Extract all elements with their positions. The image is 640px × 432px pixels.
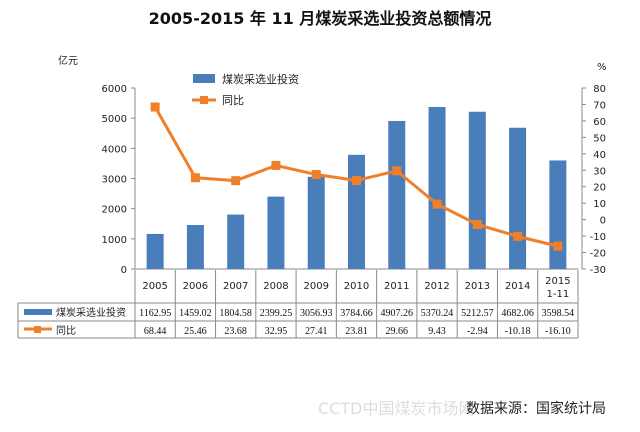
bar-2010 xyxy=(348,154,365,269)
yoy-point-2007 xyxy=(231,176,241,186)
x-tick-label: 2005 xyxy=(142,281,167,292)
x-tick-label: 2008 xyxy=(263,281,288,292)
yoy-point-2010 xyxy=(352,175,361,185)
table-row-header: 同比 xyxy=(56,325,76,337)
right-tick-label: 30 xyxy=(593,166,606,177)
table-cell-value: 9.43 xyxy=(428,326,446,337)
right-tick-label: 20 xyxy=(593,183,606,194)
x-tick-label: 1-11 xyxy=(547,289,570,300)
table-cell-value: 1804.58 xyxy=(219,308,252,319)
yoy-point-2012 xyxy=(432,199,442,209)
table-cell-value: 1162.95 xyxy=(139,308,171,319)
bar-2007 xyxy=(227,214,245,269)
bar-2005 xyxy=(146,233,164,269)
right-tick-label: 60 xyxy=(593,117,606,128)
table-cell-value: 5212.57 xyxy=(461,308,494,319)
x-tick-label: 2007 xyxy=(223,281,248,292)
table-cell-value: 5370.24 xyxy=(421,308,454,319)
yoy-point-2011 xyxy=(392,166,402,176)
table-cell-value: 23.81 xyxy=(345,326,368,337)
table-cell-value: -10.18 xyxy=(505,326,531,337)
left-axis-label: 亿元 xyxy=(58,54,78,67)
table-cell-value: -16.10 xyxy=(545,326,571,337)
legend-label: 同比 xyxy=(222,94,244,107)
left-tick-label: 3000 xyxy=(102,175,127,186)
yoy-point-2006 xyxy=(190,173,200,183)
right-tick-label: -30 xyxy=(590,265,606,276)
table-cell-value: 4907.26 xyxy=(381,308,414,319)
left-tick-label: 1000 xyxy=(102,235,127,246)
yoy-point-2009 xyxy=(311,170,321,180)
table-cell-value: 27.41 xyxy=(305,326,328,337)
right-tick-label: 70 xyxy=(593,100,606,111)
bar-2006 xyxy=(186,224,204,269)
legend-label: 煤炭采选业投资 xyxy=(222,72,299,86)
x-tick-label: 2012 xyxy=(424,281,449,292)
x-tick-label: 2014 xyxy=(505,281,530,292)
table-cell-value: -2.94 xyxy=(467,326,488,337)
left-tick-label: 0 xyxy=(121,265,127,276)
yoy-point-2005 xyxy=(150,102,160,112)
bar-2009 xyxy=(307,176,325,269)
left-tick-label: 2000 xyxy=(102,205,127,216)
table-cell-value: 32.95 xyxy=(265,326,288,337)
table-cell-value: 29.66 xyxy=(386,326,409,337)
table-legend-bar-key xyxy=(24,309,52,315)
right-tick-label: -20 xyxy=(590,249,606,260)
bar-2014 xyxy=(509,127,527,269)
legend-line-marker xyxy=(200,96,208,104)
bar-2013 xyxy=(468,111,486,269)
x-tick-label: 2010 xyxy=(344,281,369,292)
left-tick-label: 6000 xyxy=(102,84,127,95)
yoy-point-2014 xyxy=(513,231,523,241)
right-tick-label: 10 xyxy=(593,199,606,210)
data-source: 数据来源：国家统计局 xyxy=(466,401,606,417)
x-tick-label: 2013 xyxy=(465,281,490,292)
table-cell-value: 4682.06 xyxy=(501,308,534,319)
table-legend-marker xyxy=(34,326,41,333)
bar-2012 xyxy=(428,106,446,269)
right-tick-label: -10 xyxy=(590,232,606,243)
bar-2011 xyxy=(388,120,406,269)
right-tick-label: 0 xyxy=(600,216,606,227)
x-tick-label: 2006 xyxy=(183,281,208,292)
x-tick-label: 2011 xyxy=(384,281,409,292)
table-cell-value: 25.46 xyxy=(184,326,207,337)
bar-2008 xyxy=(267,196,285,269)
yoy-point-2015-1-11 xyxy=(553,241,563,251)
right-tick-label: 50 xyxy=(593,133,606,144)
watermark: CCTD中国煤炭市场网 xyxy=(318,399,475,418)
table-cell-value: 1459.02 xyxy=(179,308,212,319)
right-axis-label: % xyxy=(597,62,607,73)
x-tick-label: 2015 xyxy=(545,276,570,287)
table-cell-value: 3784.66 xyxy=(340,308,373,319)
chart-title: 2005-2015 年 11 月煤炭采选业投资总额情况 xyxy=(149,9,492,28)
left-tick-label: 5000 xyxy=(102,114,127,125)
yoy-point-2008 xyxy=(271,160,281,170)
table-cell-value: 3598.54 xyxy=(542,308,575,319)
bar-2015-1-11 xyxy=(549,160,567,269)
table-cell-value: 2399.25 xyxy=(260,308,293,319)
x-tick-label: 2009 xyxy=(304,281,329,292)
right-tick-label: 80 xyxy=(593,84,606,95)
legend-bar-key xyxy=(193,74,215,83)
left-tick-label: 4000 xyxy=(102,144,127,155)
table-cell-value: 3056.93 xyxy=(300,308,333,319)
yoy-point-2013 xyxy=(472,219,482,229)
table-row-header: 煤炭采选业投资 xyxy=(56,306,126,319)
table-cell-value: 68.44 xyxy=(144,326,167,337)
right-tick-label: 40 xyxy=(593,150,606,161)
table-cell-value: 23.68 xyxy=(224,326,247,337)
